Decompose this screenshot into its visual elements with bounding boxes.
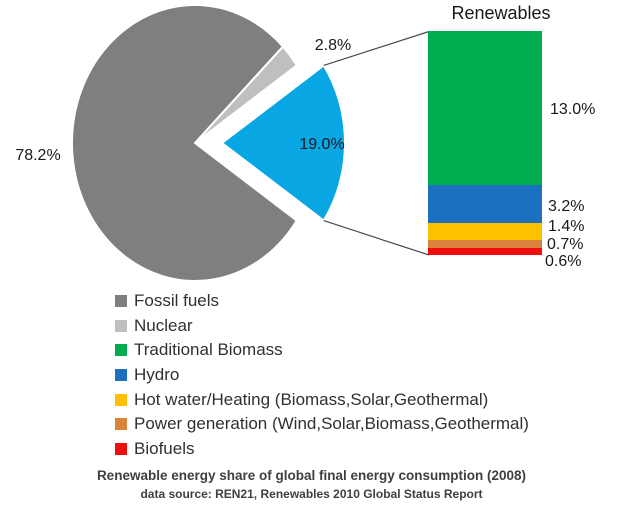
chart-caption: Renewable energy share of global final e… — [0, 466, 623, 503]
bar-title: Renewables — [451, 3, 551, 23]
legend-swatch-hydro — [115, 369, 127, 382]
caption-title: Renewable energy share of global final e… — [96, 468, 527, 483]
legend-item-hydro: Hydro — [115, 363, 529, 388]
pie-chart — [71, 4, 430, 282]
bar-label-biofuels: 0.6% — [545, 253, 582, 270]
renewables-stacked-bar — [428, 31, 542, 255]
legend-label-nuclear: Nuclear — [134, 315, 193, 335]
bar-segment-hydro — [428, 185, 542, 223]
legend: Fossil fuels Nuclear Traditional Biomass… — [115, 289, 529, 461]
legend-swatch-hot-water-heating — [115, 393, 127, 406]
pie-label-renewables: 19.0% — [299, 136, 345, 153]
legend-swatch-nuclear — [115, 319, 127, 332]
pie-slice-nuclear — [194, 45, 298, 144]
legend-swatch-power-generation — [115, 418, 127, 431]
caption-source: data source: REN21, Renewables 2010 Glob… — [140, 487, 483, 501]
legend-label-hydro: Hydro — [134, 365, 180, 385]
legend-item-hot-water-heating: Hot water/Heating (Biomass,Solar,Geother… — [115, 387, 529, 412]
legend-swatch-fossil-fuels — [115, 295, 127, 308]
legend-label-traditional-biomass: Traditional Biomass — [134, 340, 283, 360]
pie-label-nuclear: 2.8% — [314, 37, 352, 54]
pie-slice-fossil-fuels — [71, 4, 298, 282]
bar-label-hydro: 3.2% — [548, 198, 585, 215]
legend-item-nuclear: Nuclear — [115, 314, 529, 339]
legend-label-power-generation: Power generation (Wind,Solar,Biomass,Geo… — [134, 414, 529, 434]
legend-swatch-traditional-biomass — [115, 344, 127, 357]
pie-slice-renewables — [221, 64, 346, 222]
legend-swatch-biofuels — [115, 442, 127, 455]
bar-label-hot-water-heating: 1.4% — [548, 218, 585, 235]
callout-line-top — [323, 30, 430, 66]
bar-label-traditional-biomass: 13.0% — [550, 101, 596, 118]
legend-item-traditional-biomass: Traditional Biomass — [115, 338, 529, 363]
legend-label-hot-water-heating: Hot water/Heating (Biomass,Solar,Geother… — [134, 389, 489, 409]
bar-segment-hot-water-heating — [428, 223, 542, 240]
callout-line-bottom — [323, 220, 430, 256]
legend-item-biofuels: Biofuels — [115, 437, 529, 462]
bar-segment-power-generation — [428, 239, 542, 248]
bar-label-power-generation: 0.7% — [547, 236, 584, 253]
legend-label-biofuels: Biofuels — [134, 438, 195, 458]
pie-label-fossil-fuels: 78.2% — [15, 147, 61, 164]
legend-item-power-generation: Power generation (Wind,Solar,Biomass,Geo… — [115, 412, 529, 437]
bar-segment-traditional-biomass — [428, 31, 542, 186]
legend-item-fossil-fuels: Fossil fuels — [115, 289, 529, 314]
bar-segment-biofuels — [428, 247, 542, 255]
legend-label-fossil-fuels: Fossil fuels — [134, 291, 220, 311]
